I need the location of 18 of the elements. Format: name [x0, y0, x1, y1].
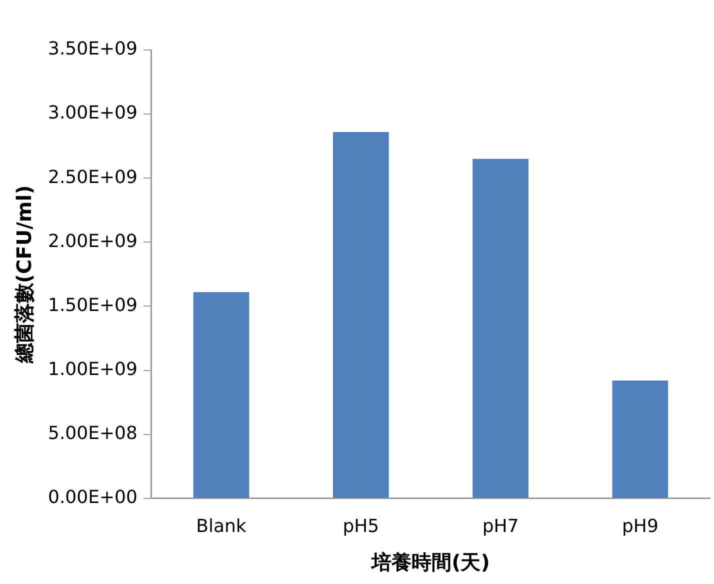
- bar: [612, 380, 668, 498]
- x-tick-label: Blank: [196, 516, 247, 537]
- y-tick-label: 3.50E+09: [48, 38, 138, 60]
- y-tick-label: 2.50E+09: [48, 166, 138, 188]
- bar: [193, 292, 250, 498]
- y-tick-label: 5.00E+08: [48, 423, 138, 444]
- y-tick-label: 1.00E+09: [48, 358, 138, 380]
- y-tick-label: 3.00E+09: [48, 102, 138, 124]
- x-tick-label: pH5: [342, 516, 380, 537]
- y-tick-label: 0.00E+00: [48, 487, 138, 508]
- x-axis-title: 培養時間(天): [370, 550, 490, 574]
- x-tick-label: pH7: [482, 516, 519, 537]
- x-tick-label: pH9: [622, 516, 658, 537]
- y-tick-label: 2.00E+09: [48, 230, 138, 252]
- bar: [332, 132, 389, 498]
- y-tick-label: 1.50E+09: [48, 294, 138, 316]
- y-axis-title: 總菌落數(CFU/ml): [12, 185, 36, 364]
- bar: [472, 158, 528, 498]
